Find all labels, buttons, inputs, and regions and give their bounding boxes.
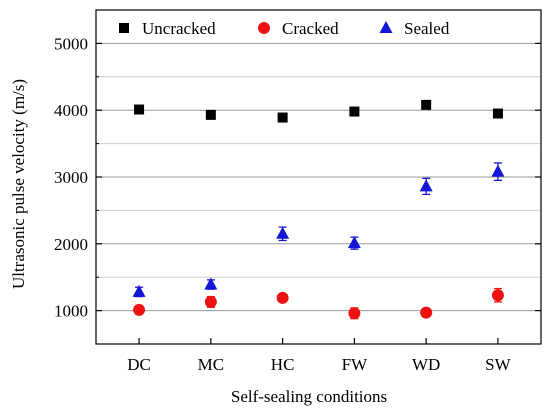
- x-tick-label: SW: [485, 355, 511, 374]
- data-point: [134, 104, 145, 115]
- data-point: [492, 108, 503, 119]
- data-point: [133, 303, 146, 316]
- x-tick-label: HC: [271, 355, 295, 374]
- legend-item-sealed: Sealed: [379, 19, 450, 38]
- y-axis-label: Ultrasonic pulse velocity (m/s): [9, 79, 28, 289]
- data-point: [349, 106, 360, 117]
- legend: Uncracked Cracked Sealed: [119, 19, 450, 38]
- data-point: [205, 109, 216, 120]
- data-point: [132, 284, 146, 297]
- data-point: [204, 295, 217, 308]
- data-point: [276, 226, 290, 239]
- series-sealed: [132, 162, 505, 298]
- data-point: [204, 277, 218, 290]
- x-tick-label: DC: [127, 355, 151, 374]
- legend-item-uncracked: Uncracked: [119, 19, 216, 38]
- x-tick-label: MC: [198, 355, 224, 374]
- x-tick-labels: DC MC HC FW WD SW: [127, 355, 511, 374]
- data-point: [420, 306, 433, 319]
- legend-label: Sealed: [404, 19, 450, 38]
- y-tick-label: 1000: [54, 302, 88, 321]
- y-tick-label: 4000: [54, 101, 88, 120]
- legend-label: Uncracked: [142, 19, 216, 38]
- grid-lines: [96, 42, 541, 312]
- x-axis-label: Self-sealing conditions: [231, 387, 387, 406]
- data-point: [491, 289, 504, 302]
- legend-label: Cracked: [282, 19, 339, 38]
- axis-ticks: [96, 42, 541, 344]
- legend-item-cracked: Cracked: [258, 19, 339, 38]
- y-tick-label: 2000: [54, 235, 88, 254]
- x-tick-label: WD: [412, 355, 440, 374]
- series-uncracked: [134, 99, 503, 123]
- legend-marker: [119, 23, 129, 33]
- x-tick-label: FW: [342, 355, 368, 374]
- data-point: [277, 112, 288, 123]
- legend-marker: [379, 21, 393, 33]
- y-tick-label: 3000: [54, 168, 88, 187]
- y-tick-label: 5000: [54, 34, 88, 53]
- data-point: [419, 179, 433, 192]
- y-tick-labels: 1000 2000 3000 4000 5000: [54, 34, 88, 320]
- data-point: [421, 99, 432, 110]
- data-point: [276, 291, 289, 304]
- data-point: [491, 164, 505, 177]
- data-point: [347, 236, 361, 249]
- series-cracked: [133, 287, 504, 320]
- data-point: [348, 307, 361, 320]
- data-marks: [132, 99, 505, 320]
- legend-marker: [258, 22, 270, 34]
